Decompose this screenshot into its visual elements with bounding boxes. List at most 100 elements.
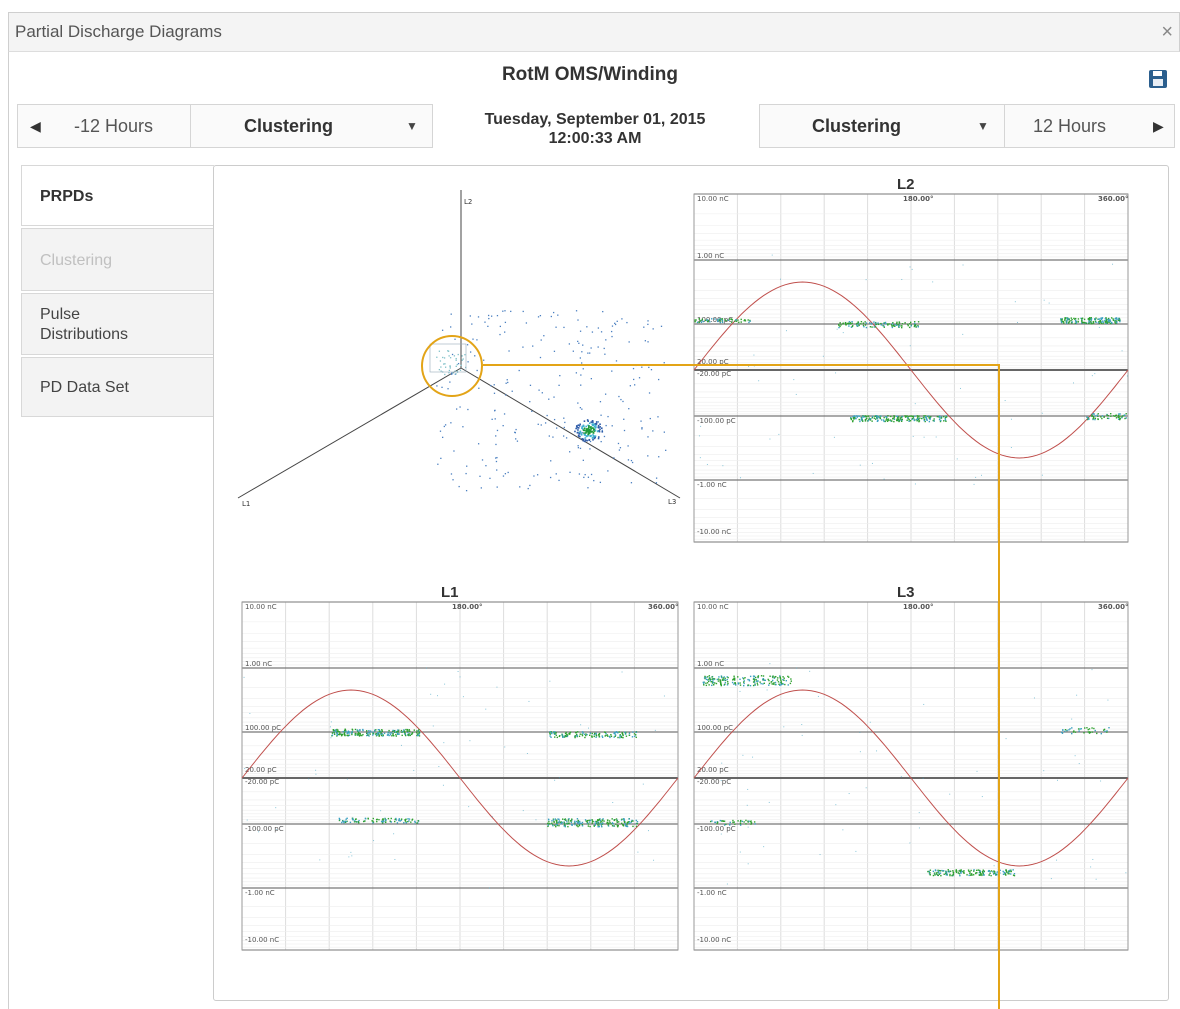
pd-point xyxy=(1016,321,1018,323)
ternary-point xyxy=(658,456,660,458)
pd-point xyxy=(628,818,630,820)
pd-point xyxy=(706,682,709,684)
tab-pulse-distributions[interactable]: Pulse Distributions xyxy=(21,293,214,355)
pd-point xyxy=(570,821,573,824)
tab-pd-data-set[interactable]: PD Data Set xyxy=(21,357,214,417)
ternary-point xyxy=(511,390,513,392)
pd-point xyxy=(336,732,338,734)
pd-point xyxy=(1089,317,1091,320)
pd-point xyxy=(405,821,407,823)
pd-point xyxy=(559,735,561,737)
pd-point xyxy=(586,733,588,736)
ternary-point xyxy=(631,461,634,464)
pd-point xyxy=(695,319,697,321)
pd-point xyxy=(916,420,918,422)
ternary-point xyxy=(579,435,581,438)
ternary-point xyxy=(585,429,588,432)
ternary-point xyxy=(549,476,552,479)
pd-point xyxy=(770,681,772,683)
pd-point xyxy=(654,729,656,731)
pd-point xyxy=(1074,318,1076,320)
pd-point xyxy=(355,734,357,736)
pd-point xyxy=(574,820,576,822)
ternary-point xyxy=(592,431,595,433)
prev-period-button[interactable]: ◀ -12 Hours xyxy=(18,105,190,147)
next-period-label: 12 Hours xyxy=(1033,116,1107,136)
pd-point xyxy=(344,731,346,733)
pd-point xyxy=(907,417,909,420)
ternary-point xyxy=(502,424,504,427)
pd-point xyxy=(912,435,914,437)
pd-point xyxy=(1099,321,1102,323)
right-mode-select[interactable]: Clustering ▼ xyxy=(760,105,1004,147)
ternary-point xyxy=(601,429,603,431)
pd-point xyxy=(407,820,409,823)
left-mode-select[interactable]: Clustering ▼ xyxy=(191,105,433,147)
pd-point xyxy=(1123,414,1126,416)
pd-point xyxy=(875,415,878,417)
pd-point xyxy=(358,733,360,735)
pd-point xyxy=(897,418,900,420)
pd-point xyxy=(371,731,374,733)
pd-point xyxy=(871,420,873,422)
y-tick-label: 100.00 pC xyxy=(245,724,281,732)
pd-point xyxy=(625,731,627,734)
save-icon[interactable] xyxy=(1149,70,1167,88)
ternary-point xyxy=(641,366,643,368)
pd-point xyxy=(556,819,558,822)
pd-point xyxy=(388,734,390,737)
pd-point xyxy=(885,323,887,325)
pd-point xyxy=(848,322,850,325)
pd-point xyxy=(411,732,413,735)
pd-point xyxy=(726,676,728,678)
pd-point xyxy=(860,323,862,325)
pd-point xyxy=(876,416,878,418)
pd-point xyxy=(963,871,965,874)
pd-point xyxy=(381,822,384,824)
ternary-point xyxy=(632,367,635,370)
pd-point xyxy=(1007,871,1010,874)
pd-point xyxy=(883,416,885,419)
ternary-point xyxy=(440,457,442,460)
pd-point xyxy=(366,734,368,737)
pd-point xyxy=(882,322,885,325)
ternary-point xyxy=(537,423,539,425)
pd-point xyxy=(628,821,631,823)
next-period-button[interactable]: 12 Hours ▶ xyxy=(1005,105,1175,147)
pd-point xyxy=(597,824,599,826)
pd-point xyxy=(694,321,696,323)
pd-point xyxy=(403,822,405,824)
pd-point xyxy=(852,417,855,419)
pd-point xyxy=(869,326,872,328)
pd-point xyxy=(354,728,357,731)
dialog-titlebar: Partial Discharge Diagrams × xyxy=(8,12,1180,52)
pd-point xyxy=(880,322,882,325)
pd-point xyxy=(339,732,341,735)
pd-point xyxy=(938,869,941,872)
pd-point xyxy=(723,824,726,826)
pd-point xyxy=(564,824,566,826)
ternary-point xyxy=(627,459,630,461)
pd-point xyxy=(528,700,530,702)
pd-point xyxy=(747,684,750,686)
pd-point xyxy=(742,677,744,679)
ternary-point xyxy=(439,430,442,432)
pd-point xyxy=(885,416,888,418)
ternary-point xyxy=(596,430,599,433)
pd-point xyxy=(620,819,623,821)
pd-point xyxy=(1090,318,1093,320)
ternary-point xyxy=(453,450,455,452)
pd-point xyxy=(585,733,587,735)
pd-point xyxy=(779,677,781,679)
pd-point xyxy=(555,732,557,734)
pd-point xyxy=(397,729,399,731)
pd-point xyxy=(743,319,745,322)
close-icon[interactable]: × xyxy=(1161,21,1173,43)
pd-point xyxy=(586,822,589,824)
pd-point xyxy=(988,869,990,872)
tab-prpds[interactable]: PRPDs xyxy=(21,165,214,226)
pd-point xyxy=(396,730,398,733)
pd-point xyxy=(581,733,583,736)
pd-point xyxy=(387,731,389,734)
pd-point xyxy=(959,871,962,873)
